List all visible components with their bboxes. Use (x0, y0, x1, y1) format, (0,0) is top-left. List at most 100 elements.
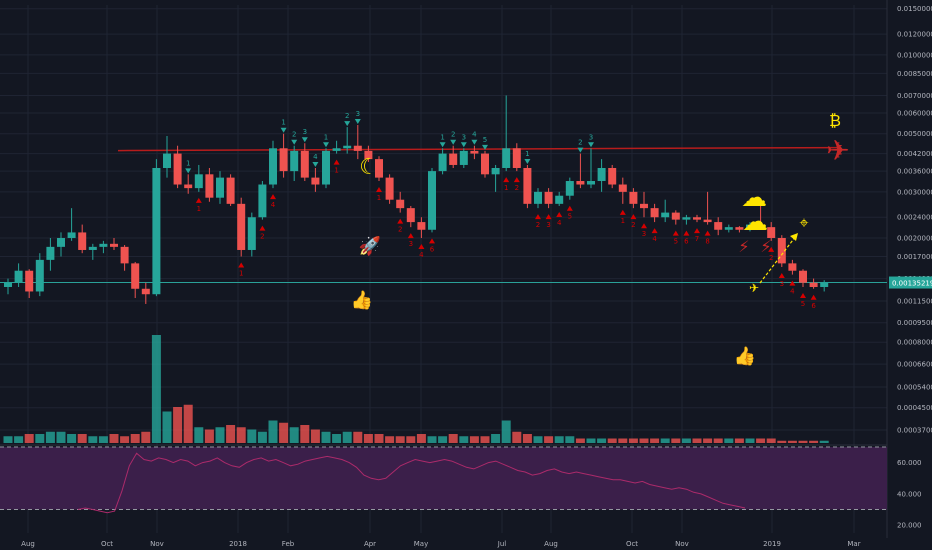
volume-bar (184, 405, 193, 443)
candle-body (608, 168, 616, 185)
rsi-tick-label: 40.000 (897, 490, 922, 498)
td-count-label: 4 (652, 235, 657, 243)
volume-bar (640, 439, 649, 444)
td-count-label: 6 (811, 302, 816, 310)
volume-bar (767, 439, 776, 444)
candle-body (290, 151, 298, 171)
volume-bar (449, 434, 458, 443)
candle-body (227, 178, 235, 204)
candle-body (545, 192, 553, 204)
candle-body (513, 148, 521, 168)
candle-body (333, 148, 341, 151)
volume-bar (459, 436, 468, 443)
candle-body (629, 192, 637, 204)
candle-body (46, 247, 54, 260)
volume-bar (502, 421, 511, 444)
td-count-label: 4 (790, 288, 795, 296)
x-tick-label: Aug (544, 540, 558, 548)
td-count-label: 1 (334, 167, 338, 175)
volume-bar (555, 436, 564, 443)
candle-body (354, 146, 362, 151)
volume-bar (396, 436, 405, 443)
x-tick-label: Jul (497, 540, 507, 548)
x-tick-label: Oct (626, 540, 638, 548)
volume-bar (131, 434, 140, 443)
volume-bar (534, 436, 543, 443)
rsi-band (0, 447, 887, 510)
y-tick-label: 0.00037000 (897, 426, 932, 434)
td-count-label: 2 (515, 184, 519, 192)
candle-body (396, 200, 404, 208)
x-tick-label: Nov (150, 540, 164, 548)
volume-bar (300, 425, 309, 443)
bitcoin-icon: ₿ (829, 111, 841, 130)
volume-bar (343, 432, 352, 443)
td-count-label: 2 (536, 221, 540, 229)
airplane-icon: ✈ (826, 134, 849, 167)
x-tick-label: Apr (364, 540, 376, 548)
last-price-label: 0.00135219 (892, 280, 932, 288)
volume-bar (332, 434, 341, 443)
candle-body (788, 263, 796, 270)
td-count-label: 1 (186, 159, 190, 167)
candle-body (672, 213, 680, 220)
candle-body (68, 232, 76, 238)
candle-body (184, 185, 192, 189)
volume-bar (682, 439, 691, 444)
volume-bar (67, 434, 76, 443)
volume-bar (714, 439, 723, 444)
td-count-label: 3 (462, 133, 466, 141)
volume-bar (99, 436, 108, 443)
x-tick-label: May (414, 540, 428, 548)
candle-body (523, 168, 531, 204)
volume-bar (724, 439, 733, 444)
candle-body (619, 185, 627, 192)
thumbs-up-icon-2: 👍 (734, 345, 756, 367)
volume-bar (57, 432, 66, 443)
volume-bar (777, 441, 786, 443)
candle-body (36, 260, 44, 292)
td-count-label: 2 (398, 226, 402, 234)
volume-bar (544, 436, 553, 443)
candle-body (534, 192, 542, 204)
candle-body (704, 220, 712, 222)
volume-bar (120, 436, 129, 443)
candle-body (301, 151, 309, 178)
volume-bar (629, 439, 638, 444)
y-tick-label: 0.00700000 (897, 92, 932, 100)
x-tick-label: 2019 (763, 540, 781, 548)
candle-body (587, 181, 595, 185)
volume-bar (216, 427, 225, 443)
candle-body (714, 222, 722, 230)
volume-bar (809, 441, 818, 443)
volume-bar (375, 434, 384, 443)
volume-bar (194, 427, 203, 443)
volume-bar (820, 441, 829, 443)
volume-bar (735, 439, 744, 444)
candle-body (89, 247, 97, 250)
candle-body (142, 289, 150, 294)
td-count-label: 3 (546, 221, 550, 229)
td-count-label: 6 (430, 245, 435, 253)
candle-body (258, 185, 266, 218)
candle-body (439, 154, 447, 172)
volume-bar (576, 439, 585, 444)
volume-bar (152, 335, 161, 443)
y-tick-label: 0.00420000 (897, 150, 932, 158)
y-tick-label: 0.00600000 (897, 109, 932, 117)
td-count-label: 5 (674, 238, 678, 246)
y-tick-label: 0.00170000 (897, 253, 932, 261)
y-tick-label: 0.00115000 (897, 297, 932, 305)
volume-bar (385, 436, 394, 443)
storm-cloud-icon: ☁ (742, 207, 768, 237)
candle-body (810, 283, 818, 287)
candle-body (492, 168, 500, 174)
volume-bar (406, 436, 415, 443)
candle-body (152, 168, 160, 294)
volume-bar (290, 427, 299, 443)
volume-bar (565, 436, 574, 443)
candle-body (248, 217, 256, 250)
volume-bar (46, 432, 55, 443)
x-tick-label: 2018 (229, 540, 247, 548)
